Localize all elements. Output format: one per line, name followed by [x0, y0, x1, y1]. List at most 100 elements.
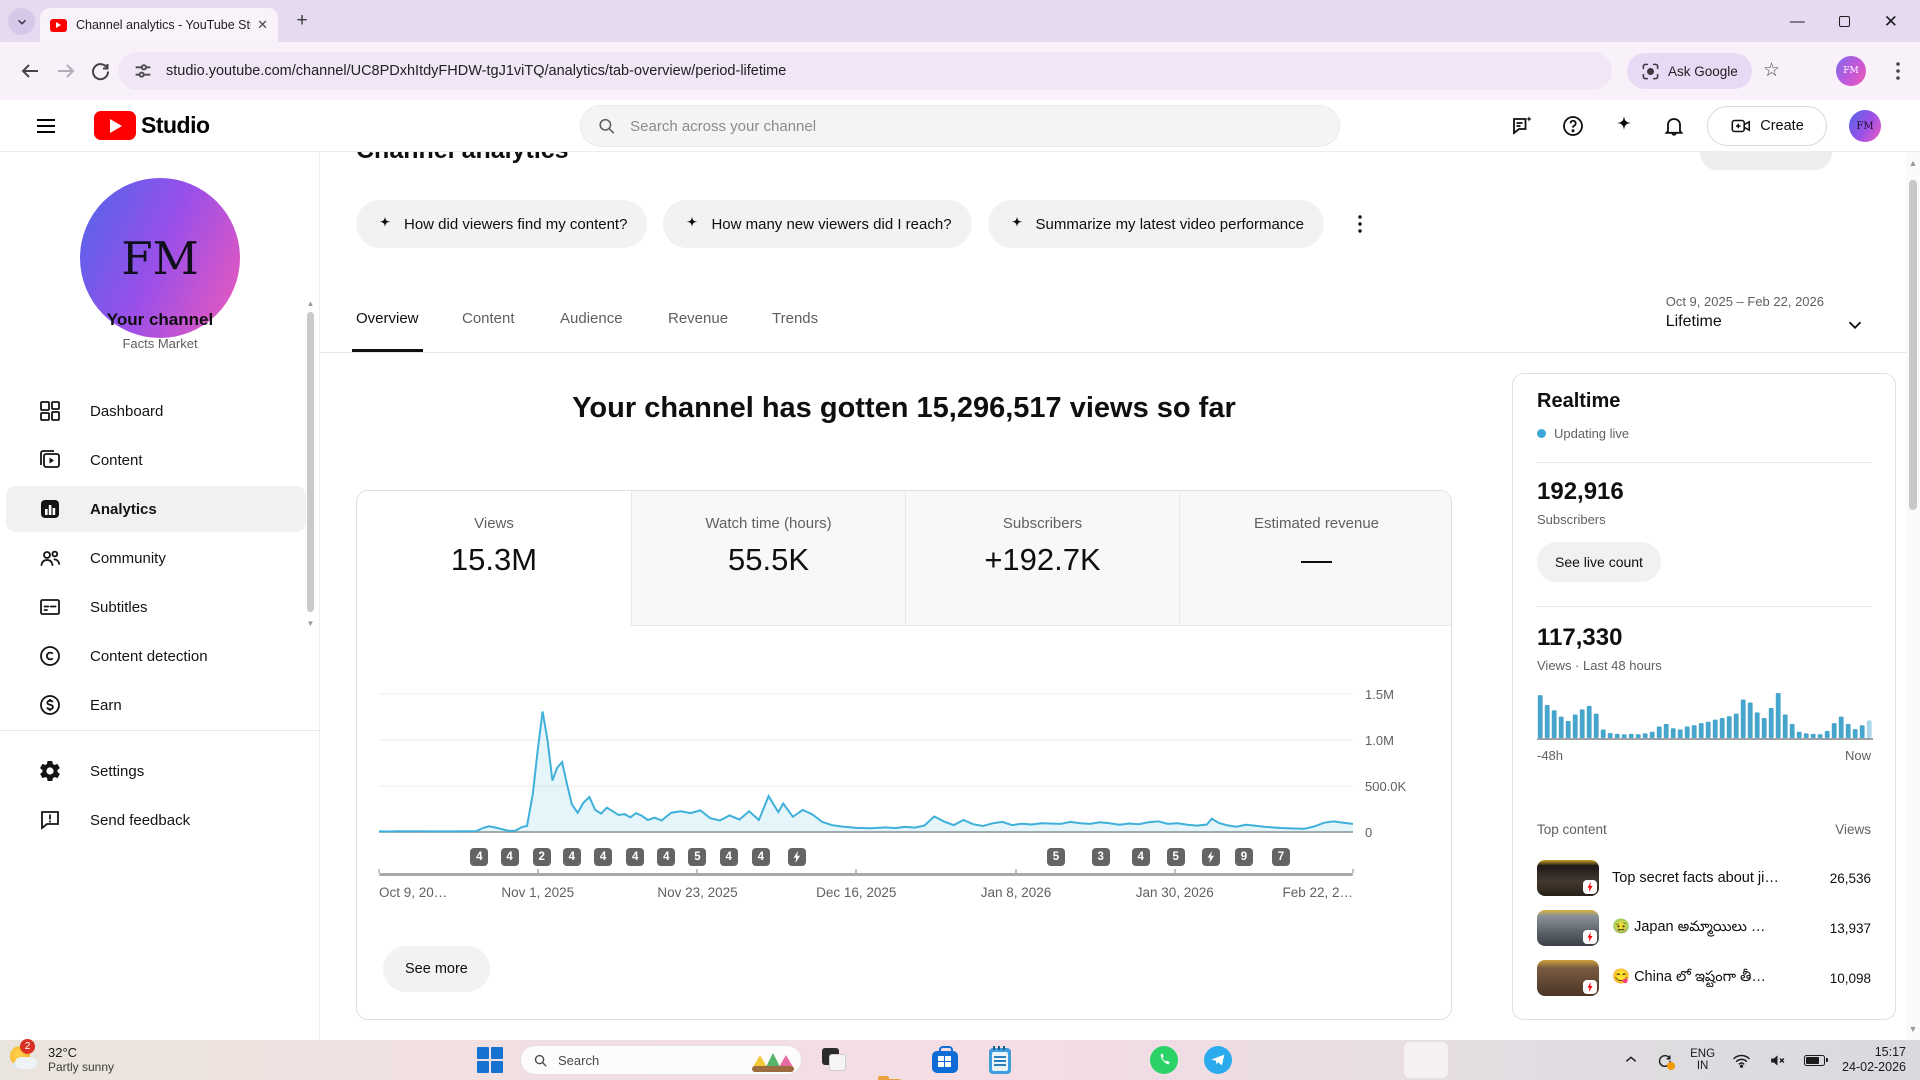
- clock[interactable]: 15:17 24-02-2026: [1842, 1045, 1906, 1075]
- upload-marker[interactable]: 4: [752, 848, 770, 866]
- notepad-icon[interactable]: [986, 1046, 1014, 1074]
- sidebar-item-community[interactable]: Community: [0, 535, 304, 581]
- chips-more-menu-icon[interactable]: [1348, 212, 1372, 236]
- start-button[interactable]: [476, 1046, 504, 1074]
- page-scroll-thumb[interactable]: [1909, 180, 1917, 510]
- chip-how-many-new-viewers[interactable]: How many new viewers did I reach?: [663, 200, 971, 248]
- browser-menu-icon[interactable]: [1886, 59, 1910, 83]
- upload-marker[interactable]: 4: [720, 848, 738, 866]
- microsoft-store-icon[interactable]: [932, 1046, 960, 1074]
- tab-revenue[interactable]: Revenue: [668, 284, 728, 352]
- top-content-row[interactable]: 😋 China లో ఇష్టంగా తీ… 10,098: [1537, 956, 1871, 1000]
- date-range-selector[interactable]: Oct 9, 2025 – Feb 22, 2026 Lifetime: [1666, 294, 1824, 331]
- sidebar-scrollbar[interactable]: ▲ ▼: [306, 252, 315, 722]
- window-restore-button[interactable]: [1839, 16, 1850, 27]
- window-close-button[interactable]: ✕: [1884, 13, 1898, 30]
- url-bar[interactable]: studio.youtube.com/channel/UC8PDxhItdyFH…: [118, 52, 1612, 90]
- studio-search-input[interactable]: [628, 117, 1323, 136]
- upload-marker[interactable]: 3: [1092, 848, 1110, 866]
- tab-close-icon[interactable]: ✕: [257, 17, 268, 33]
- sidebar-item-send-feedback[interactable]: Send feedback: [0, 797, 304, 843]
- browser-profile-avatar[interactable]: FM: [1836, 56, 1866, 86]
- metric-estimated-revenue[interactable]: Estimated revenue —: [1179, 491, 1452, 626]
- bookmark-star-icon[interactable]: ☆: [1763, 59, 1780, 82]
- see-more-button[interactable]: See more: [383, 946, 490, 992]
- date-range-chevron-icon[interactable]: [1844, 314, 1866, 336]
- see-live-count-button[interactable]: See live count: [1537, 542, 1661, 582]
- sidebar-item-settings[interactable]: Settings: [0, 748, 304, 794]
- create-button[interactable]: Create: [1707, 106, 1827, 146]
- upload-marker[interactable]: 2: [533, 848, 551, 866]
- tab-content[interactable]: Content: [462, 284, 515, 352]
- language-indicator[interactable]: ENG IN: [1690, 1048, 1715, 1072]
- whatsapp-icon[interactable]: [1150, 1046, 1178, 1074]
- metric-views[interactable]: Views 15.3M: [357, 491, 631, 626]
- file-explorer-icon[interactable]: [876, 1074, 904, 1080]
- studio-logo[interactable]: Studio: [94, 111, 210, 140]
- upload-marker[interactable]: 5: [1167, 848, 1185, 866]
- metric-watch-time[interactable]: Watch time (hours) 55.5K: [631, 491, 905, 626]
- forward-button[interactable]: [54, 59, 78, 83]
- ask-google-button[interactable]: Ask Google: [1627, 53, 1752, 89]
- upload-marker[interactable]: 5: [688, 848, 706, 866]
- shorts-upload-marker[interactable]: [1202, 848, 1220, 866]
- upload-marker[interactable]: 4: [626, 848, 644, 866]
- tray-expand-chevron-icon[interactable]: [1623, 1052, 1639, 1068]
- upload-marker[interactable]: 5: [1047, 848, 1065, 866]
- new-tab-button[interactable]: +: [290, 9, 314, 33]
- shorts-upload-marker[interactable]: [788, 848, 806, 866]
- reload-button[interactable]: [88, 59, 112, 83]
- taskbar-weather-widget[interactable]: 2 32°C Partly sunny: [8, 1043, 114, 1075]
- sidebar-scroll-thumb[interactable]: [307, 312, 314, 612]
- scroll-up-arrow[interactable]: ▲: [1906, 158, 1920, 168]
- sidebar-item-earn[interactable]: Earn: [0, 682, 304, 728]
- scroll-down-arrow[interactable]: ▼: [306, 620, 315, 628]
- upload-marker[interactable]: 7: [1272, 848, 1290, 866]
- task-view-button[interactable]: [820, 1046, 848, 1074]
- metric-subscribers[interactable]: Subscribers +192.7K: [905, 491, 1179, 626]
- top-content-row[interactable]: 🤢 Japan అమ్మాయిలు … 13,937: [1537, 906, 1871, 950]
- battery-icon[interactable]: [1804, 1055, 1825, 1066]
- sidebar-item-analytics[interactable]: Analytics: [6, 486, 306, 532]
- volume-muted-icon[interactable]: [1768, 1051, 1787, 1070]
- realtime-bar-chart[interactable]: [1537, 692, 1873, 742]
- scroll-up-arrow[interactable]: ▲: [306, 300, 315, 308]
- sidebar-item-subtitles[interactable]: Subtitles: [0, 584, 304, 630]
- sidebar-item-content-detection[interactable]: Content detection: [0, 633, 304, 679]
- update-sync-icon[interactable]: [1656, 1052, 1673, 1069]
- scroll-down-arrow[interactable]: ▼: [1906, 1024, 1920, 1034]
- site-info-icon[interactable]: [132, 60, 154, 82]
- upload-marker[interactable]: 4: [470, 848, 488, 866]
- studio-account-avatar[interactable]: FM: [1849, 110, 1881, 142]
- upload-marker[interactable]: 9: [1235, 848, 1253, 866]
- studio-search-bar[interactable]: [580, 105, 1340, 147]
- upload-marker[interactable]: 4: [594, 848, 612, 866]
- views-line-chart[interactable]: [379, 687, 1353, 839]
- upload-marker[interactable]: 4: [657, 848, 675, 866]
- tab-audience[interactable]: Audience: [560, 284, 623, 352]
- help-icon[interactable]: [1561, 114, 1585, 138]
- tab-search-button[interactable]: [8, 8, 35, 35]
- top-content-row[interactable]: Top secret facts about ji… 26,536: [1537, 856, 1871, 900]
- chip-summarize-performance[interactable]: Summarize my latest video performance: [988, 200, 1324, 248]
- window-minimize-button[interactable]: —: [1790, 14, 1805, 29]
- hamburger-menu-icon[interactable]: [34, 114, 58, 138]
- chip-how-did-viewers-find[interactable]: How did viewers find my content?: [356, 200, 647, 248]
- sidebar-item-content[interactable]: Content: [0, 437, 304, 483]
- sidebar-item-dashboard[interactable]: Dashboard: [0, 388, 304, 434]
- page-scrollbar[interactable]: ▲ ▼: [1906, 152, 1920, 1040]
- back-button[interactable]: [18, 59, 42, 83]
- tab-overview[interactable]: Overview: [356, 284, 419, 352]
- wifi-icon[interactable]: [1732, 1051, 1751, 1070]
- upload-marker[interactable]: 4: [501, 848, 519, 866]
- browser-tab[interactable]: Channel analytics - YouTube Stu ✕: [40, 8, 278, 42]
- ai-sparkle-icon[interactable]: [1612, 114, 1636, 138]
- feedback-comment-icon[interactable]: [1510, 114, 1534, 138]
- telegram-icon[interactable]: [1204, 1046, 1232, 1074]
- upload-marker[interactable]: 4: [563, 848, 581, 866]
- tab-trends[interactable]: Trends: [772, 284, 818, 352]
- notifications-bell-icon[interactable]: [1662, 114, 1686, 138]
- upload-marker[interactable]: 4: [1132, 848, 1150, 866]
- taskbar-search[interactable]: Search: [520, 1045, 802, 1075]
- advanced-mode-button-partial[interactable]: [1700, 152, 1832, 170]
